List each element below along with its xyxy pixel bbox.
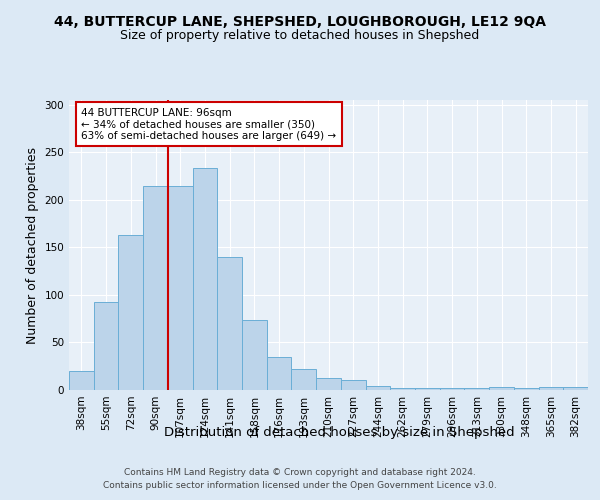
Bar xyxy=(464,388,489,390)
Bar xyxy=(69,371,94,390)
Y-axis label: Number of detached properties: Number of detached properties xyxy=(26,146,39,344)
Bar xyxy=(563,387,588,390)
Bar xyxy=(390,388,415,390)
Text: 44 BUTTERCUP LANE: 96sqm
← 34% of detached houses are smaller (350)
63% of semi-: 44 BUTTERCUP LANE: 96sqm ← 34% of detach… xyxy=(82,108,337,141)
Bar xyxy=(193,168,217,390)
Bar xyxy=(118,235,143,390)
Bar xyxy=(341,380,365,390)
Text: Distribution of detached houses by size in Shepshed: Distribution of detached houses by size … xyxy=(164,426,514,439)
Bar xyxy=(539,387,563,390)
Text: Contains public sector information licensed under the Open Government Licence v3: Contains public sector information licen… xyxy=(103,480,497,490)
Bar xyxy=(489,387,514,390)
Bar xyxy=(365,386,390,390)
Bar xyxy=(168,186,193,390)
Bar xyxy=(242,320,267,390)
Bar xyxy=(316,378,341,390)
Bar xyxy=(292,369,316,390)
Bar xyxy=(440,388,464,390)
Bar xyxy=(267,356,292,390)
Bar xyxy=(514,388,539,390)
Bar xyxy=(143,186,168,390)
Bar xyxy=(217,257,242,390)
Text: Contains HM Land Registry data © Crown copyright and database right 2024.: Contains HM Land Registry data © Crown c… xyxy=(124,468,476,477)
Bar xyxy=(94,302,118,390)
Bar xyxy=(415,388,440,390)
Text: Size of property relative to detached houses in Shepshed: Size of property relative to detached ho… xyxy=(121,30,479,43)
Text: 44, BUTTERCUP LANE, SHEPSHED, LOUGHBOROUGH, LE12 9QA: 44, BUTTERCUP LANE, SHEPSHED, LOUGHBOROU… xyxy=(54,16,546,30)
